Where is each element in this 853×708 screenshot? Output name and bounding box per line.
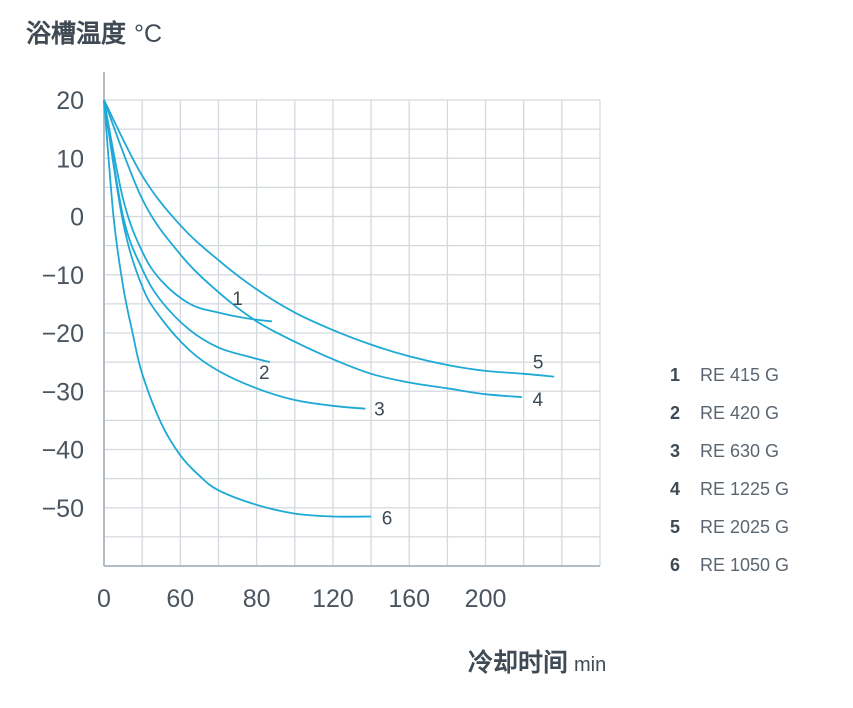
legend-number: 5 <box>670 516 681 537</box>
x-axis-label: 冷却时间 <box>468 649 569 677</box>
series-line-2 <box>103 99 271 363</box>
x-tick-label: 200 <box>465 585 507 613</box>
y-axis-title: 浴槽温度 °C <box>26 14 162 50</box>
series-end-label: 2 <box>259 363 270 384</box>
series-lines <box>103 99 555 518</box>
y-tick-label: 0 <box>70 204 84 232</box>
x-axis-title: 冷却时间 min <box>468 643 606 679</box>
series-end-label: 1 <box>232 289 243 310</box>
y-tick-label: −40 <box>42 437 84 465</box>
legend-item: 5 RE 2025 G <box>670 508 789 546</box>
legend-item: 4 RE 1225 G <box>670 470 789 508</box>
y-tick-label: −20 <box>42 320 84 348</box>
legend-name: RE 420 G <box>700 402 780 423</box>
x-tick-label: 80 <box>243 585 271 613</box>
x-tick-label: 120 <box>312 585 354 613</box>
legend-item: 2 RE 420 G <box>670 394 789 432</box>
legend-item: 3 RE 630 G <box>670 432 789 470</box>
x-tick-label: 0 <box>97 585 111 613</box>
y-tick-label: 20 <box>56 87 84 115</box>
legend-number: 1 <box>670 364 681 385</box>
series-end-label: 4 <box>532 390 543 411</box>
series-line-4 <box>103 99 522 398</box>
y-axis-label: 浴槽温度 <box>26 20 127 48</box>
legend-item: 1 RE 415 G <box>670 356 789 394</box>
legend-number: 4 <box>670 478 681 499</box>
x-tick-label: 160 <box>388 585 430 613</box>
legend-number: 6 <box>670 554 681 575</box>
series-end-label: 3 <box>374 400 385 421</box>
legend-name: RE 630 G <box>700 440 780 461</box>
y-tick-label: 10 <box>56 145 84 173</box>
y-axis-unit: °C <box>134 20 163 48</box>
legend-name: RE 1225 G <box>700 478 790 499</box>
x-tick-label: 60 <box>166 585 194 613</box>
y-tick-label: −50 <box>42 495 84 523</box>
series-line-6 <box>103 99 372 518</box>
series-line-5 <box>103 99 555 378</box>
legend-name: RE 1050 G <box>700 554 790 575</box>
legend-number: 2 <box>670 402 681 423</box>
series-end-label: 6 <box>382 508 393 529</box>
series-end-label: 5 <box>533 353 544 374</box>
y-tick-label: −10 <box>42 262 84 290</box>
grid <box>104 99 601 566</box>
legend: 1 RE 415 G 2 RE 420 G 3 RE 630 G 4 RE 1225 G 5 RE… <box>670 356 789 584</box>
series-line-3 <box>103 99 366 410</box>
y-tick-label: −30 <box>42 378 84 406</box>
axes: 20 10 0 −10 −20 −30 −40 −50 0 60 80 120 160 200 <box>42 72 600 613</box>
legend-name: RE 2025 G <box>700 516 790 537</box>
series-line-1 <box>103 99 273 323</box>
legend-name: RE 415 G <box>700 364 780 385</box>
x-axis-unit: min <box>574 654 607 676</box>
legend-number: 3 <box>670 440 681 461</box>
legend-item: 6 RE 1050 G <box>670 546 789 584</box>
series-end-labels: 1 2 3 4 5 6 <box>232 289 543 530</box>
